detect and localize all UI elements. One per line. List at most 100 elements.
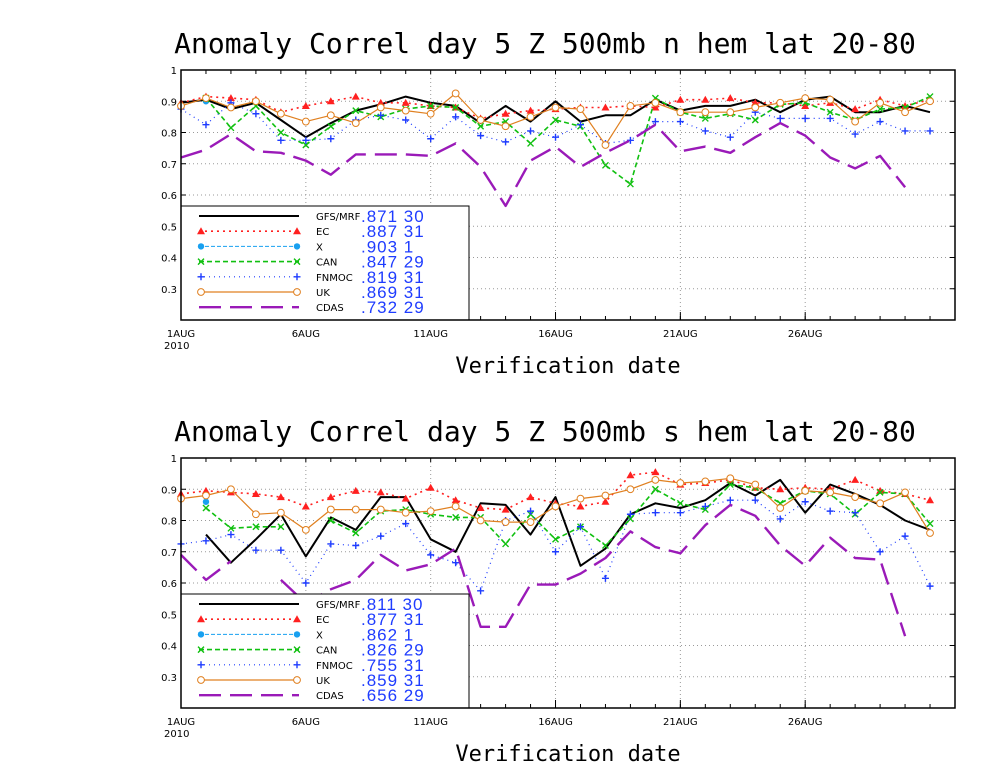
data-point: [326, 505, 335, 514]
legend-marker: [293, 243, 301, 250]
data-point: [202, 504, 210, 512]
legend-marker: [197, 273, 205, 281]
data-point: [426, 483, 435, 491]
data-point: [326, 493, 335, 501]
data-point: [626, 510, 634, 518]
data-point: [376, 103, 385, 112]
data-point: [327, 135, 335, 143]
y-tick-label: 1: [171, 454, 177, 465]
data-point: [276, 508, 285, 517]
data-point: [826, 108, 834, 116]
y-tick-label: 0.7: [161, 548, 177, 559]
plot-frame: [180, 69, 956, 321]
data-point: [776, 515, 784, 523]
data-point: [826, 95, 835, 104]
data-point: [452, 559, 460, 567]
legend-series-name: CDAS: [316, 691, 344, 702]
data-point: [576, 105, 585, 113]
legend-marker: [293, 258, 301, 266]
data-point: [377, 111, 385, 119]
data-point: [252, 97, 260, 106]
chart-panel-1: Anomaly Correl day 5 Z 500mb n hem lat 2…: [161, 27, 956, 379]
data-point: [676, 95, 685, 103]
series-line: [180, 499, 931, 592]
data-point: [226, 94, 235, 102]
data-point: [626, 180, 634, 188]
data-point: [202, 498, 210, 505]
series-fnmoc: [177, 496, 934, 595]
x-tick-label: 21AUG: [663, 329, 698, 340]
x-tick-label: 16AUG: [538, 329, 573, 340]
data-point: [651, 98, 660, 107]
data-point: [826, 488, 835, 497]
legend-series-name: CDAS: [316, 303, 344, 314]
data-point: [277, 136, 285, 144]
legend-marker: [293, 676, 301, 684]
data-point: [851, 509, 859, 517]
legend-marker: [197, 661, 205, 669]
data-point: [526, 518, 535, 526]
x-tick-label: 21AUG: [663, 717, 698, 728]
data-point: [276, 109, 285, 118]
data-point: [901, 127, 909, 135]
legend-series-stat: .903 1: [361, 237, 414, 256]
data-point: [426, 109, 435, 118]
data-point: [876, 98, 884, 107]
data-point: [526, 112, 535, 121]
data-point: [351, 92, 360, 100]
y-tick-label: 0.9: [161, 485, 177, 496]
data-point: [227, 124, 235, 132]
series-uk: [177, 89, 934, 149]
data-point: [626, 485, 635, 494]
data-point: [801, 114, 809, 122]
y-tick-label: 0.4: [161, 254, 177, 265]
data-point: [351, 486, 360, 494]
legend-marker: [293, 227, 301, 235]
data-point: [751, 480, 760, 489]
data-point: [701, 114, 709, 122]
data-point: [651, 509, 659, 517]
data-point: [201, 486, 210, 494]
series-x: [202, 498, 210, 505]
data-point: [377, 532, 385, 540]
data-point: [601, 103, 610, 111]
legend: GFS/MRF .871 30 EC .887 31 X .903 1 CAN .847 29…: [180, 205, 470, 321]
data-point: [851, 493, 860, 501]
legend-series-name: X: [316, 242, 323, 253]
data-point: [252, 510, 260, 519]
data-point: [776, 98, 785, 107]
data-point: [401, 106, 410, 115]
data-point: [576, 523, 584, 531]
data-point: [552, 535, 560, 543]
plot-frame: [180, 457, 956, 709]
data-point: [676, 509, 684, 517]
legend-series-stat: .826 29: [361, 641, 425, 660]
series-uk: [177, 474, 934, 537]
data-point: [252, 546, 260, 554]
legend-marker: [197, 227, 205, 235]
y-tick-label: 0.6: [161, 191, 177, 202]
data-point: [651, 103, 660, 111]
data-point: [601, 161, 609, 169]
x-tick-label: 6AUG: [292, 717, 320, 728]
legend-marker: [293, 615, 301, 623]
data-point: [502, 540, 510, 548]
data-point: [376, 505, 385, 514]
data-point: [651, 475, 660, 484]
data-point: [502, 138, 510, 146]
data-point: [551, 502, 560, 511]
y-tick-label: 0.4: [161, 642, 177, 653]
x-axis-label: Verification date: [455, 742, 680, 767]
data-point: [876, 118, 884, 126]
x-axis-label: Verification date: [455, 354, 680, 379]
data-point: [227, 531, 235, 539]
x-tick-label: 1AUG: [167, 717, 195, 728]
x-tick-label: 26AUG: [788, 717, 823, 728]
y-tick-label: 0.8: [161, 129, 177, 140]
data-point: [552, 548, 560, 556]
data-point: [227, 103, 235, 112]
data-point: [501, 109, 510, 117]
data-point: [851, 117, 860, 126]
data-point: [926, 529, 934, 537]
legend-series-stat: .877 31: [361, 610, 425, 629]
